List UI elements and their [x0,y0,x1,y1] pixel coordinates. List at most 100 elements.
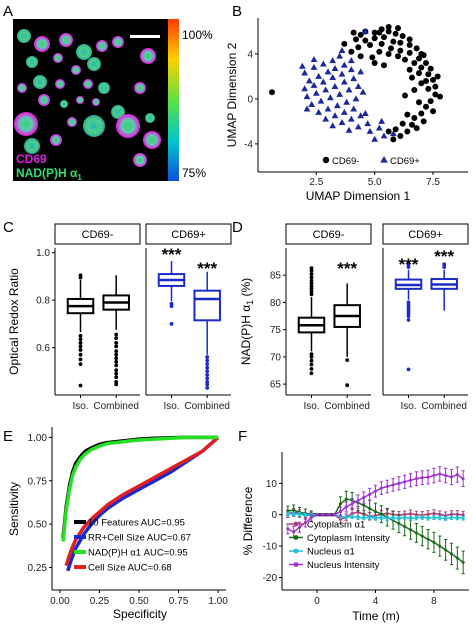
time-series-point [414,516,418,520]
umap-point-cd69neg [430,76,436,83]
umap-point-cd69neg [420,52,427,59]
y-tick-label: 0 [247,94,253,105]
umap-point-cd69neg [413,125,420,132]
cell [59,33,73,47]
time-series-point [444,474,448,478]
time-series-point [409,512,413,516]
time-series-point [420,515,424,519]
umap-point-cd69pos [357,68,365,75]
legend-label: Cytoplasm α1 [307,520,365,531]
facet-strip-label: CD69+ [171,229,206,241]
time-series-point [449,552,453,556]
cell [116,114,140,138]
box-outlier [442,265,447,269]
legend-marker-circle [322,156,330,164]
x-axis-title: Specificity [113,607,167,621]
umap-point-cd69neg [350,29,357,36]
facet-strip-label: CD69- [313,229,345,241]
cell [76,96,84,104]
time-series-point [403,512,407,516]
time-series-point [344,515,348,519]
cell [134,82,146,94]
time-series-point [385,485,389,488]
umap-point-cd69pos [324,105,332,112]
umap-point-cd69pos [319,60,327,67]
legend-label: NAD(P)H α1 AUC=0.95 [88,548,188,559]
umap-point-cd69pos [389,130,397,137]
umap-point-cd69neg [385,28,392,35]
box-outlier [205,362,210,367]
umap-point-cd69pos [324,68,332,75]
legend-label: 10 Features AUC=0.95 [88,518,185,529]
cell [67,117,77,127]
x-tick-label: Iso. [72,401,88,412]
time-series-point [455,512,459,516]
time-series-point [432,540,436,544]
box-outlier [309,268,314,273]
x-axis-title: UMAP Dimension 1 [306,189,411,203]
cell [14,112,38,136]
umap-point-cd69pos [347,66,355,73]
cell [71,65,81,75]
time-series-point [362,503,366,507]
umap-point-cd69pos [329,122,337,129]
umap-point-cd69neg [406,49,413,56]
roc-curve [61,435,219,542]
legend-marker [293,548,299,554]
box-outlier [78,344,83,349]
umap-point-cd69pos [317,97,325,104]
time-series-point [368,515,372,519]
box-outlier [309,272,314,277]
umap-point-cd69pos [310,63,318,70]
y-tick-label: 75 [270,325,282,336]
box-outlier [205,382,210,387]
umap-point-cd69pos [333,102,341,109]
umap-point-cd69pos [371,135,379,142]
umap-point-cd69pos [338,118,346,125]
umap-point-cd69neg [413,45,420,52]
umap-point-cd69neg [385,128,392,135]
box-outlier [309,278,314,283]
y-tick-label: 1.00 [28,433,48,444]
panel-a-label: A [3,3,13,20]
panel-e: 0.00 0.25 0.50 0.75 1.001.000.750.500.25Spec… [7,427,228,621]
umap-point-cd69neg [434,73,441,80]
time-series-point [438,472,442,476]
facet-strip [285,223,372,245]
roc-curve [64,436,220,567]
umap-point-cd69neg [404,128,411,135]
facet-strip [54,223,141,245]
umap-point-cd69pos [315,108,323,115]
panel-c: 1.0 0.8 0.6 Optical Redox Ratio CD69- Iso. Com… [7,223,232,412]
umap-point-cd69pos [310,81,318,88]
umap-point-cd69neg [353,36,359,43]
x-tick-label: 4 [373,596,379,607]
time-series-point [286,512,290,516]
umap-point-cd69neg [369,54,376,61]
umap-point-cd69neg [427,98,434,105]
umap-point-cd69neg [390,136,397,143]
x-axis-title: Time (m) [352,609,400,623]
time-series-point [379,486,383,490]
umap-point-cd69pos [364,120,372,127]
time-series-point [449,516,453,520]
time-series-point [356,499,360,503]
time-series-point [292,508,296,512]
umap-point-cd69neg [420,118,427,125]
umap-point-cd69pos [347,115,355,122]
umap-point-cd69pos [354,123,362,130]
umap-point-cd69pos [347,57,355,64]
time-series-point [338,502,342,506]
cell [83,115,105,137]
umap-point-cd69pos [361,109,369,116]
umap-point-cd69pos [350,105,358,112]
facet-strip-label: CD69+ [408,229,443,241]
x-tick-label: 1.00 [208,596,228,607]
time-series-point [374,489,377,493]
panel-b-label: B [232,3,242,20]
y-axis-title-sub: 1 [245,300,255,305]
cell [98,82,110,94]
umap-point-cd69pos [312,89,320,96]
time-series-point [338,510,342,514]
umap-point-cd69pos [331,82,339,89]
